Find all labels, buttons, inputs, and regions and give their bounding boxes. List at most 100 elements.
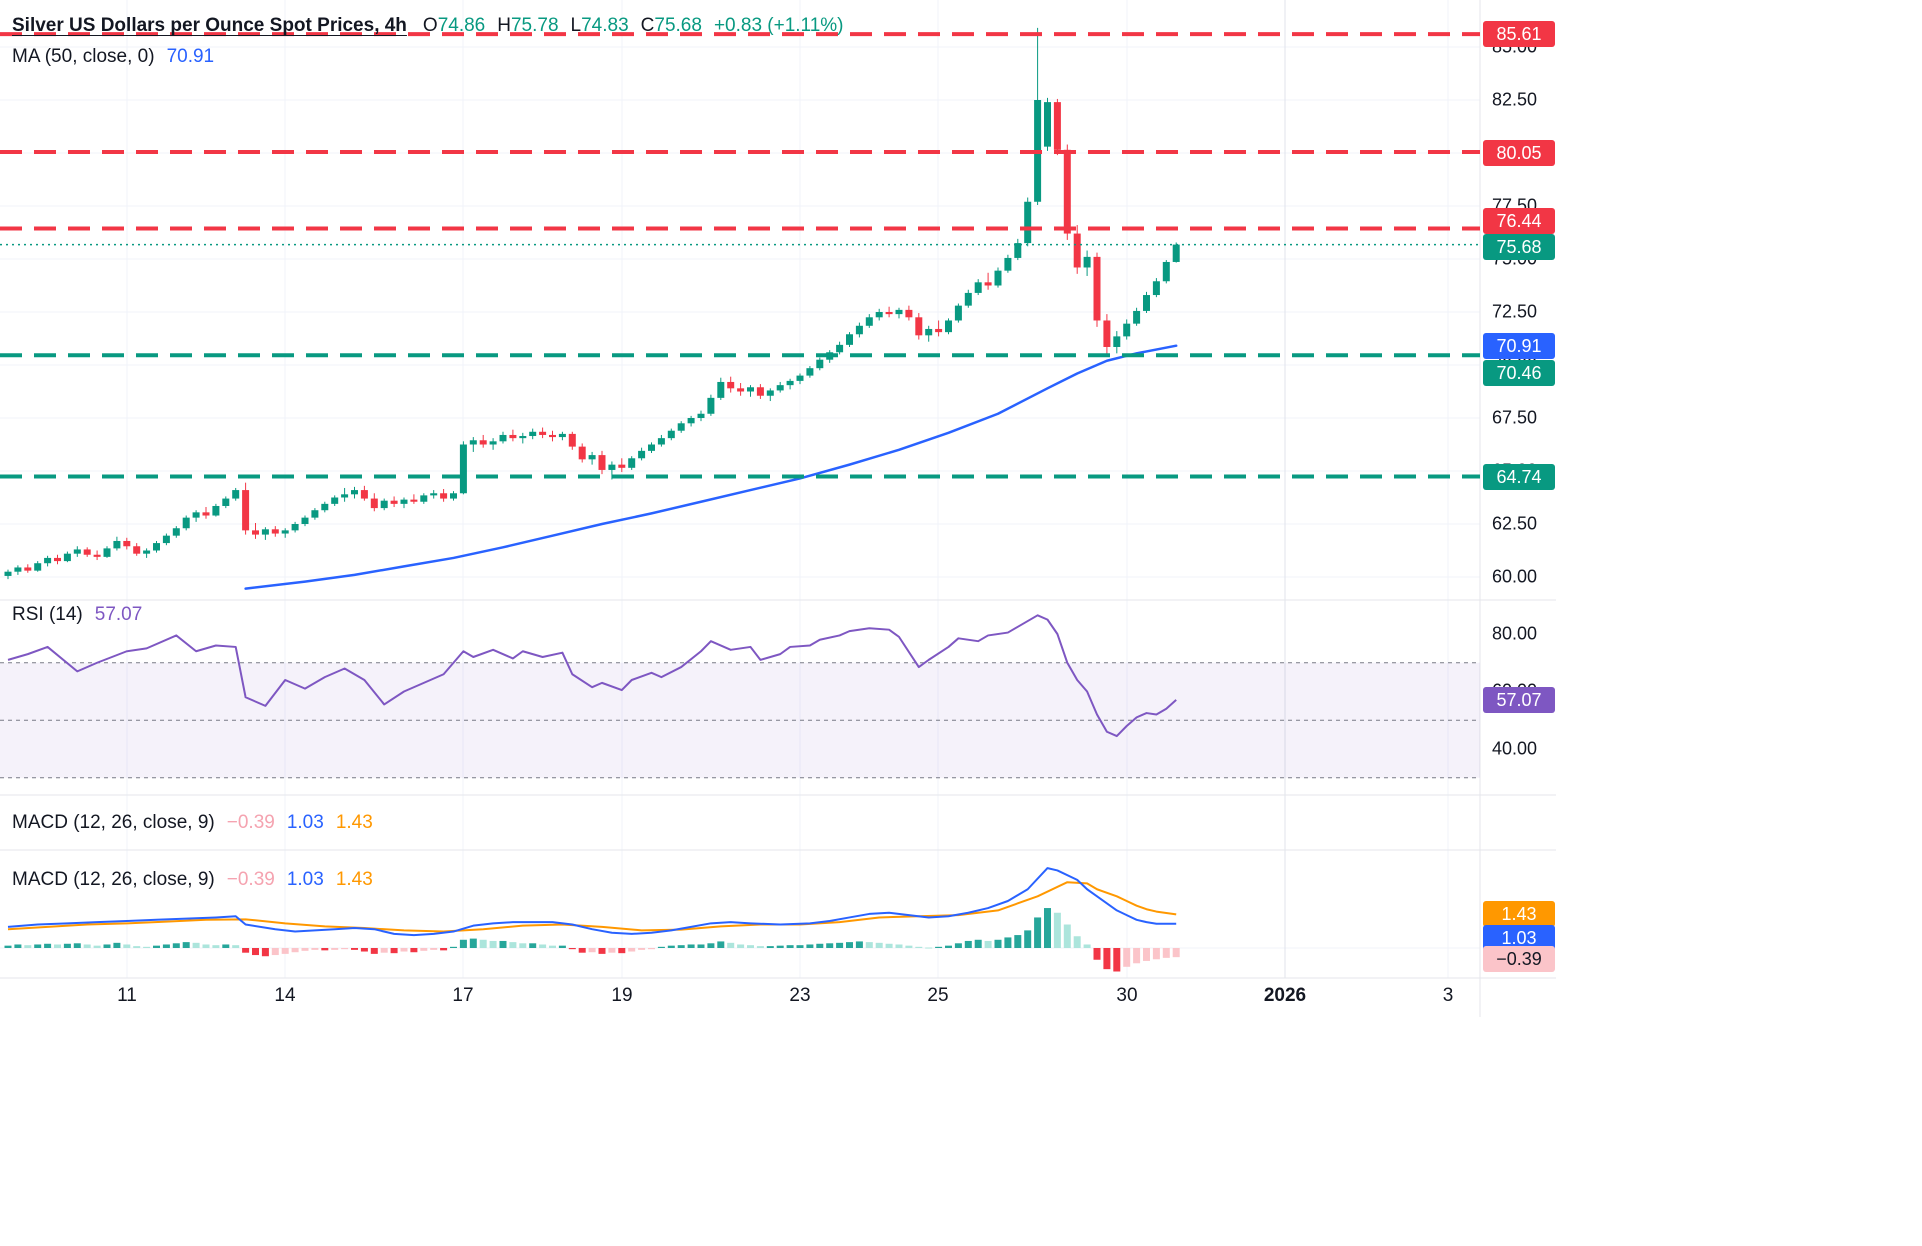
candle-body (420, 495, 428, 502)
macd-hist-bar (568, 948, 576, 950)
candle-body (83, 549, 91, 555)
axis-badge-85.61: 85.61 (1483, 21, 1555, 47)
candle-body (836, 344, 844, 353)
macd-hist-bar (202, 944, 210, 948)
macd-hist-bar (261, 948, 269, 957)
ma-value: 70.91 (166, 46, 215, 67)
macd-hist-bar (73, 943, 81, 948)
change-value: +0.83 (+1.11%) (713, 15, 844, 36)
chart-title[interactable]: Silver US Dollars per Ounce Spot Prices,… (12, 15, 407, 36)
candle-body (113, 540, 121, 549)
candle-body (63, 553, 71, 562)
macd-hist-bar (1103, 948, 1111, 970)
macd-hist-bar (776, 945, 784, 948)
candle-body (1133, 310, 1141, 324)
macd-hist-bar (539, 944, 547, 948)
macd-hist-bar (1133, 948, 1141, 964)
price-axis-label: 82.50 (1492, 89, 1538, 110)
macd-hist-bar (54, 944, 61, 948)
macd-hist-value-2: −0.39 (226, 869, 275, 890)
candle-body (568, 433, 576, 447)
macd-hist-bar (578, 948, 586, 953)
candle-body (816, 359, 824, 369)
macd-hist-bar (974, 939, 982, 948)
candle-body (549, 434, 556, 438)
price-scale[interactable]: 85.0082.5080.0077.5075.0072.5070.0067.50… (1480, 0, 1562, 1017)
price-axis-label: 80.00 (1492, 623, 1538, 644)
macd-hist-bar (123, 944, 131, 948)
macd-hist-bar (549, 945, 556, 948)
macd-hist-bar (826, 943, 834, 948)
macd-hist-bar (618, 948, 626, 954)
macd-pane-legend[interactable]: MACD (12, 26, close, 9) −0.39 1.03 1.43 (12, 869, 373, 891)
candle-body (776, 385, 784, 391)
macd-line-value: 1.03 (286, 812, 324, 833)
candle-body (657, 438, 665, 445)
macd-hist-bar (628, 948, 636, 952)
candle-body (321, 503, 329, 511)
macd-hist-bar (984, 940, 992, 948)
candle-body (123, 540, 131, 547)
macd-hist-bar (1143, 948, 1150, 961)
macd-hist-bar (34, 944, 42, 948)
candle-body (578, 446, 586, 460)
candle-body (489, 441, 497, 445)
time-scale[interactable]: 11 14 17 19 23 25 30 2026 3 (0, 978, 1556, 1018)
candle-body (697, 413, 705, 418)
ohlc-high-key: H (497, 15, 511, 36)
macd-hist-bar (1014, 935, 1022, 948)
macd-hist-bar (113, 942, 121, 948)
macd-hist-bar (1034, 917, 1042, 948)
candle-body (1083, 256, 1091, 268)
macd-hist-bar (162, 944, 170, 948)
rsi-value: 57.07 (94, 604, 143, 625)
ohlc-open-key: O (422, 15, 438, 36)
macd-legend-row[interactable]: MACD (12, 26, close, 9) −0.39 1.03 1.43 (12, 812, 373, 834)
macd-hist-bar (252, 948, 259, 956)
candle-body (539, 431, 547, 435)
macd-hist-bar (846, 942, 853, 948)
candles-layer (4, 27, 1180, 580)
candle-body (400, 499, 408, 504)
macd-hist-bar (331, 948, 339, 950)
macd-hist-bar (667, 945, 675, 948)
candle-body (93, 554, 101, 557)
macd-hist-bar (915, 946, 923, 948)
rsi-legend[interactable]: RSI (14) 57.07 (12, 604, 142, 626)
candle-body (153, 543, 160, 551)
macd-hist-bar (766, 946, 774, 948)
candle-body (994, 270, 1002, 286)
macd-hist-bar (44, 943, 52, 948)
time-axis-label-14: 14 (274, 985, 296, 1006)
macd-hist-bar (1044, 908, 1051, 948)
candle-body (360, 490, 368, 499)
candle-body (192, 512, 200, 518)
candle-body (232, 490, 240, 499)
axis-badge-1.43: 1.43 (1483, 901, 1555, 927)
macd-hist-bar (648, 948, 655, 950)
price-axis-label: 72.50 (1492, 301, 1538, 322)
candle-body (945, 320, 952, 333)
candle-body (846, 334, 853, 345)
candle-body (479, 440, 487, 445)
macd-hist-bar (588, 948, 596, 953)
ma-legend[interactable]: MA (50, close, 0) 70.91 (12, 46, 214, 68)
candle-body (182, 517, 190, 529)
candle-body (638, 450, 646, 459)
macd-hist-bar (271, 948, 279, 956)
macd-hist-bar (301, 948, 309, 951)
main-legend[interactable]: Silver US Dollars per Ounce Spot Prices,… (12, 15, 844, 37)
candle-body (875, 312, 883, 318)
macd-hist-bar (1172, 948, 1180, 958)
candle-body (1113, 336, 1121, 347)
time-axis-label-17: 17 (452, 985, 474, 1006)
macd-hist-bar (964, 940, 972, 948)
axis-badge-70.91: 70.91 (1483, 333, 1555, 359)
macd-histogram (4, 908, 1180, 972)
candle-body (4, 571, 12, 576)
macd-hist-bar (717, 941, 725, 948)
macd-hist-bar (410, 948, 418, 953)
time-axis-label-3: 3 (1442, 985, 1454, 1006)
